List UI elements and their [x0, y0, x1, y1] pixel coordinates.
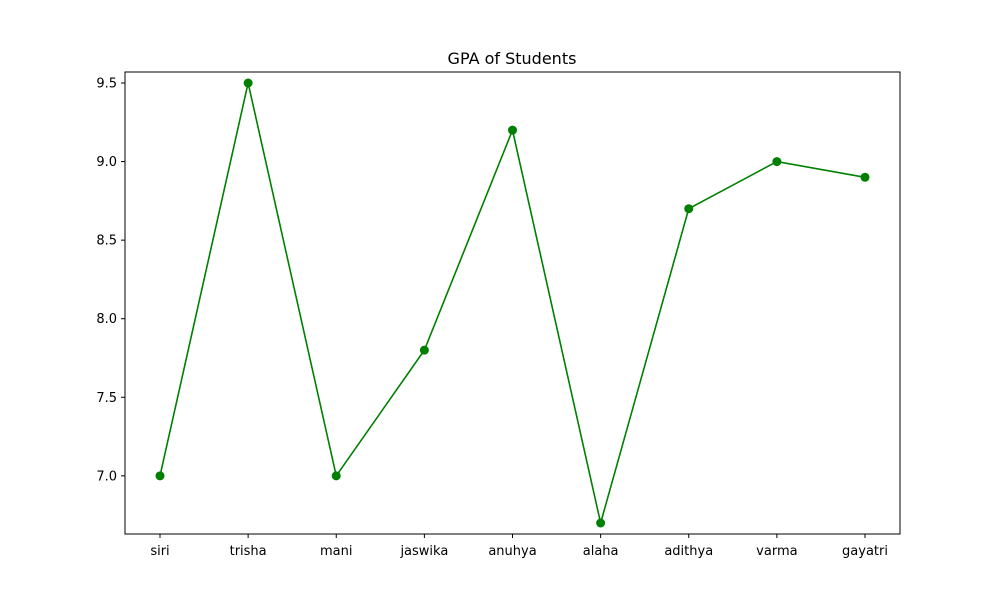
data-point-gayatri: [860, 172, 870, 182]
data-point-anuhya: [508, 125, 517, 135]
x-axis: siri trisha mani jaswika anuhya alaha adithya v…: [150, 534, 888, 559]
x-tick-label: jaswika: [399, 544, 448, 559]
x-tick-label: alaha: [583, 544, 619, 559]
x-tick-label: siri: [150, 544, 169, 559]
y-tick-label: 7.0: [96, 469, 117, 484]
data-point-jaswika: [419, 345, 429, 355]
y-tick-label: 8.0: [96, 312, 117, 327]
x-tick-label: trisha: [230, 544, 267, 559]
y-tick-label: 8.5: [96, 234, 117, 249]
data-point-adithya: [684, 204, 694, 214]
data-point-alaha: [596, 518, 606, 528]
x-tick-label: mani: [320, 544, 352, 559]
data-point-siri: [155, 471, 165, 481]
x-tick-label: varma: [756, 544, 797, 559]
y-tick-label: 9.5: [96, 77, 117, 92]
x-tick-label: anuhya: [488, 544, 536, 559]
chart-title: GPA of Students: [448, 49, 577, 68]
series-group: [155, 78, 870, 528]
data-point-varma: [772, 157, 782, 167]
y-tick-label: 9.0: [96, 155, 117, 170]
y-axis: 7.0 7.5 8.0 8.5 9.0 9.5: [96, 77, 125, 484]
data-point-mani: [331, 471, 341, 481]
plot-frame: [124, 71, 901, 535]
x-tick-label: gayatri: [842, 544, 888, 559]
y-tick-label: 7.5: [96, 391, 117, 406]
series-line: [159, 82, 866, 524]
data-point-trisha: [243, 78, 253, 88]
x-tick-label: adithya: [664, 544, 713, 559]
